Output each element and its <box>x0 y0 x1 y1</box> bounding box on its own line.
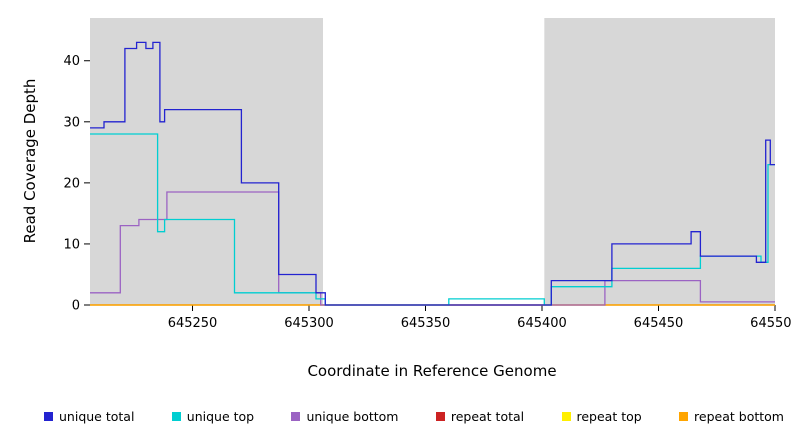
x-tick-label: 645400 <box>517 316 567 331</box>
legend-swatch-icon <box>44 412 53 421</box>
legend-swatch-icon <box>435 412 445 421</box>
x-axis-title: Coordinate in Reference Genome <box>307 362 557 380</box>
legend-item-unique-total: unique total <box>44 409 134 424</box>
x-tick-label: 645250 <box>168 316 218 331</box>
y-tick-label: 0 <box>72 299 80 314</box>
legend-swatch-icon <box>561 412 571 421</box>
y-tick-label: 40 <box>63 54 80 69</box>
y-axis-title: Read Coverage Depth <box>21 78 39 244</box>
legend-label: unique top <box>186 409 255 424</box>
legend-item-unique-top: unique top <box>171 409 255 424</box>
chart-legend: unique total unique top unique bottom repea… <box>44 409 784 424</box>
legend-item-unique-bottom: unique bottom <box>291 409 399 424</box>
y-tick-label: 10 <box>63 237 80 252</box>
y-tick-label: 30 <box>63 115 80 130</box>
shaded-region <box>544 18 775 305</box>
shaded-region <box>90 18 323 305</box>
legend-label: repeat total <box>450 409 525 424</box>
legend-label: unique bottom <box>306 409 399 424</box>
x-tick-label: 645450 <box>634 316 684 331</box>
y-tick-label: 20 <box>63 176 80 191</box>
legend-item-repeat-total: repeat total <box>435 409 525 424</box>
legend-item-repeat-top: repeat top <box>561 409 642 424</box>
legend-swatch-icon <box>171 412 181 421</box>
legend-label: unique total <box>59 409 135 424</box>
legend-label: repeat bottom <box>694 409 784 424</box>
x-tick-label: 645300 <box>284 316 334 331</box>
x-tick-label: 645350 <box>401 316 451 331</box>
legend-swatch-icon <box>291 412 301 421</box>
legend-item-repeat-bottom: repeat bottom <box>679 409 784 424</box>
legend-swatch-icon <box>679 412 689 421</box>
series-line-unique-total <box>90 41 775 306</box>
legend-label: repeat top <box>576 409 642 424</box>
